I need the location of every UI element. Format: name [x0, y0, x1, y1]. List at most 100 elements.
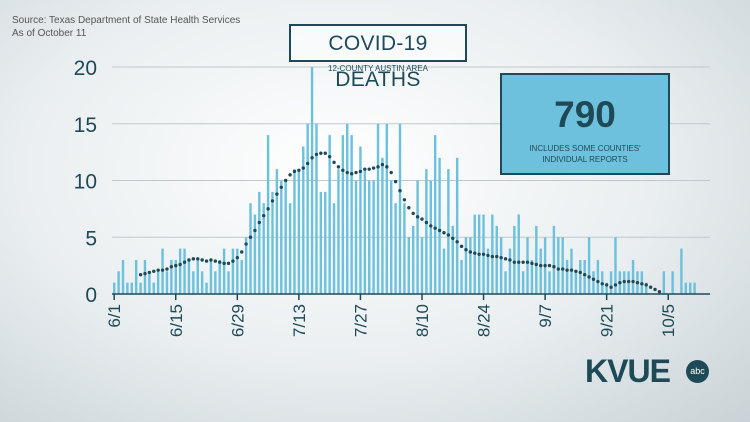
- average-point: [310, 156, 314, 160]
- average-point: [508, 258, 512, 262]
- x-tick-label: 6/15: [167, 304, 186, 337]
- average-point: [468, 250, 473, 254]
- average-point: [481, 252, 486, 256]
- bar: [139, 282, 142, 294]
- average-point: [222, 261, 226, 266]
- bar: [442, 248, 446, 294]
- x-tick-label: 8/24: [475, 304, 494, 337]
- y-tick-label: 15: [74, 114, 97, 137]
- average-point: [204, 259, 209, 263]
- average-point: [525, 260, 530, 264]
- bar: [126, 282, 129, 294]
- average-point: [138, 273, 143, 277]
- bar: [438, 157, 441, 294]
- average-point: [552, 265, 556, 269]
- bar: [539, 248, 542, 294]
- bar: [433, 135, 437, 294]
- bar: [324, 191, 327, 294]
- average-point: [143, 271, 147, 276]
- bar: [416, 180, 419, 294]
- bar: [117, 271, 120, 294]
- bar: [280, 180, 283, 294]
- average-point: [622, 279, 626, 284]
- bar: [262, 203, 265, 294]
- average-point: [257, 220, 262, 225]
- average-point: [609, 285, 613, 289]
- bar: [359, 146, 362, 294]
- average-point: [446, 233, 451, 237]
- bar: [302, 146, 305, 294]
- bar: [407, 237, 411, 294]
- bar: [403, 203, 406, 294]
- logo-wordmark: KVUE: [585, 353, 671, 389]
- bar: [200, 271, 204, 294]
- average-point: [292, 169, 297, 174]
- average-point: [253, 228, 257, 233]
- x-tick-label: 6/1: [105, 304, 124, 328]
- average-point: [187, 258, 191, 262]
- average-point: [160, 268, 165, 272]
- average-point: [565, 268, 569, 272]
- average-point: [459, 244, 464, 249]
- bar: [385, 123, 389, 294]
- average-point: [319, 151, 323, 155]
- bar: [526, 237, 529, 294]
- bar: [662, 271, 666, 294]
- bar: [170, 259, 173, 294]
- average-point: [486, 253, 490, 258]
- average-point: [604, 283, 609, 287]
- bar: [183, 248, 186, 294]
- bar: [130, 282, 133, 294]
- average-point: [560, 267, 565, 271]
- bar: [451, 225, 454, 294]
- bar: [689, 282, 692, 294]
- average-point: [226, 261, 231, 266]
- average-point: [275, 192, 279, 196]
- average-point: [569, 268, 574, 272]
- average-point: [437, 228, 442, 233]
- bar: [174, 259, 177, 294]
- bar: [447, 169, 450, 294]
- bar: [680, 248, 683, 294]
- average-point: [363, 167, 367, 171]
- average-point: [631, 279, 635, 284]
- bar: [112, 282, 116, 294]
- bar: [631, 259, 635, 294]
- bar: [495, 225, 498, 294]
- bar: [266, 135, 270, 294]
- bar: [609, 271, 613, 294]
- total-deaths-note: INCLUDES SOME COUNTIES' INDIVIDUAL REPOR…: [529, 144, 641, 164]
- average-point: [385, 165, 389, 169]
- bar: [143, 259, 147, 294]
- bar: [429, 180, 432, 294]
- bar: [517, 214, 520, 294]
- bar: [121, 259, 125, 294]
- average-point: [327, 154, 332, 159]
- average-point: [200, 258, 204, 262]
- average-point: [261, 213, 266, 218]
- bar: [196, 259, 199, 294]
- average-point: [618, 280, 622, 285]
- average-point: [556, 267, 561, 271]
- y-tick-label: 20: [74, 57, 97, 80]
- bar: [315, 123, 318, 294]
- bar: [583, 259, 586, 294]
- average-point: [235, 255, 240, 260]
- average-point: [314, 152, 319, 157]
- bar: [363, 169, 367, 294]
- average-point: [244, 242, 248, 246]
- x-tick-label: 9/7: [536, 304, 555, 328]
- bar: [297, 169, 301, 294]
- bar: [605, 282, 608, 294]
- kvue-logo: KVUE abc: [585, 353, 709, 389]
- average-point: [429, 224, 433, 228]
- average-point: [587, 275, 591, 279]
- bar: [205, 282, 208, 294]
- bar: [227, 271, 230, 294]
- chart-subtitle: 12-COUNTY AUSTIN AREA: [328, 64, 428, 73]
- bar: [411, 225, 415, 294]
- source-note: Source: Texas Department of State Health…: [12, 14, 240, 40]
- average-point: [547, 263, 552, 268]
- bar: [240, 259, 243, 294]
- average-point: [178, 262, 182, 267]
